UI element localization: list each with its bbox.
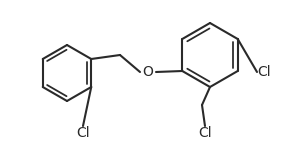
- Text: Cl: Cl: [76, 126, 90, 140]
- Text: Cl: Cl: [257, 65, 271, 79]
- Text: Cl: Cl: [198, 126, 212, 140]
- Text: O: O: [143, 65, 153, 79]
